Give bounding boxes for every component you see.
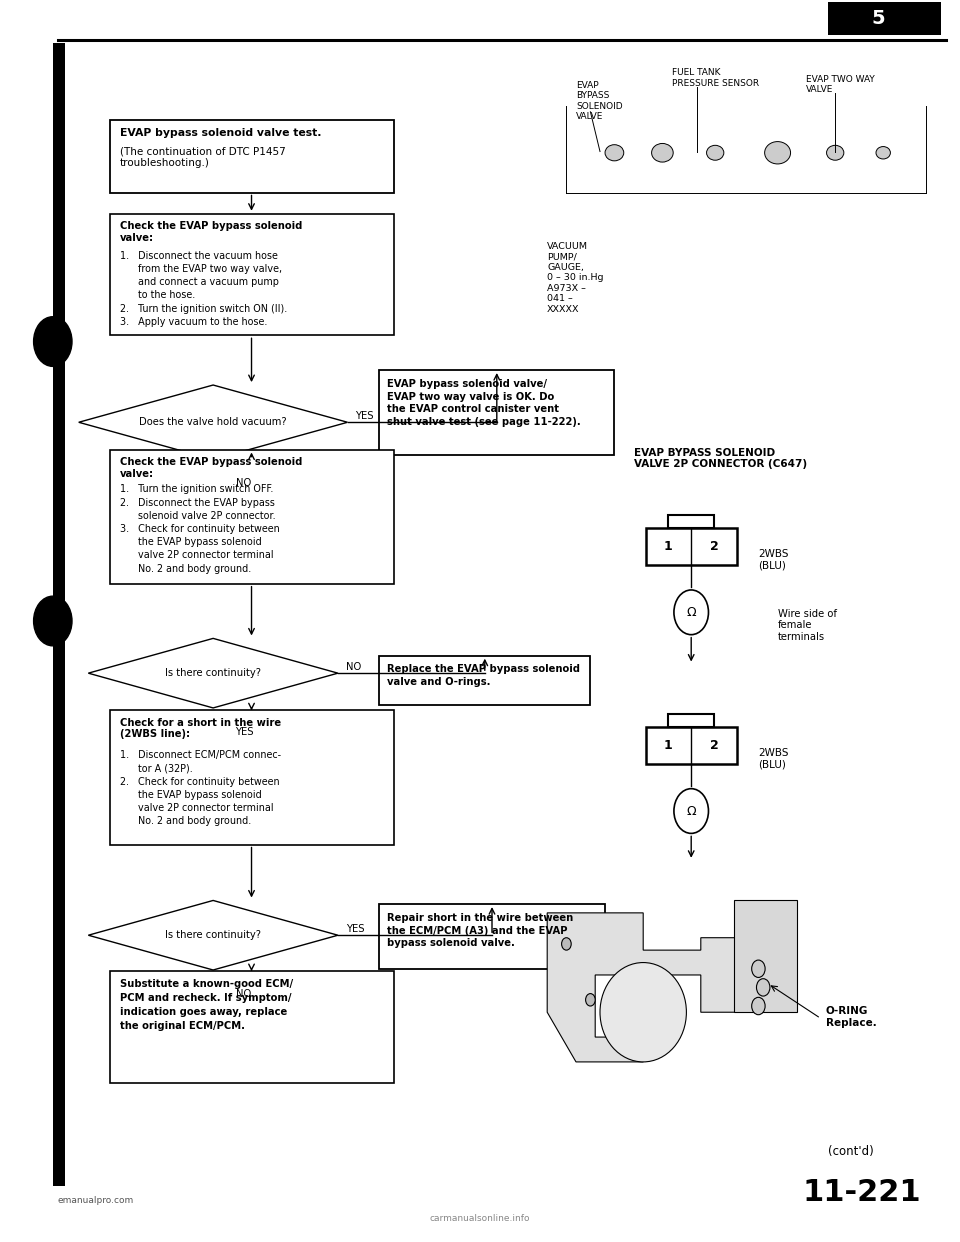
- Ellipse shape: [876, 147, 891, 159]
- Circle shape: [674, 590, 708, 635]
- Text: YES: YES: [346, 924, 364, 934]
- Text: Is there continuity?: Is there continuity?: [165, 930, 261, 940]
- Text: NO: NO: [346, 662, 361, 672]
- Circle shape: [752, 997, 765, 1015]
- Text: NO: NO: [236, 478, 252, 488]
- Text: NO: NO: [236, 989, 252, 999]
- Text: O-RING
Replace.: O-RING Replace.: [826, 1006, 876, 1027]
- FancyBboxPatch shape: [53, 43, 65, 1186]
- Text: 5: 5: [872, 9, 885, 29]
- Ellipse shape: [605, 144, 624, 161]
- FancyBboxPatch shape: [645, 727, 737, 764]
- Text: EVAP BYPASS SOLENOID
VALVE 2P CONNECTOR (C647): EVAP BYPASS SOLENOID VALVE 2P CONNECTOR …: [634, 448, 806, 469]
- FancyBboxPatch shape: [379, 904, 605, 969]
- Text: Replace the EVAP bypass solenoid
valve and O-rings.: Replace the EVAP bypass solenoid valve a…: [387, 664, 580, 687]
- Ellipse shape: [707, 145, 724, 160]
- Ellipse shape: [600, 963, 686, 1062]
- Text: VACUUM
PUMP/
GAUGE,
0 – 30 in.Hg
A973X –
041 –
XXXXX: VACUUM PUMP/ GAUGE, 0 – 30 in.Hg A973X –…: [547, 242, 604, 313]
- Text: Ω: Ω: [686, 606, 696, 619]
- Text: EVAP bypass solenoid valve test.: EVAP bypass solenoid valve test.: [120, 128, 322, 138]
- Text: 1: 1: [664, 739, 673, 751]
- Text: (cont'd): (cont'd): [828, 1145, 874, 1158]
- FancyBboxPatch shape: [110, 120, 394, 193]
- Polygon shape: [88, 638, 338, 708]
- Text: (The continuation of DTC P1457
troubleshooting.): (The continuation of DTC P1457 troublesh…: [120, 147, 286, 168]
- Circle shape: [752, 960, 765, 977]
- Text: YES: YES: [234, 727, 253, 737]
- Text: 2WBS
(BLU): 2WBS (BLU): [758, 748, 789, 769]
- Text: FUEL TANK
PRESSURE SENSOR: FUEL TANK PRESSURE SENSOR: [672, 68, 759, 88]
- FancyBboxPatch shape: [379, 370, 614, 455]
- Text: Check for a short in the wire
(2WBS line):: Check for a short in the wire (2WBS line…: [120, 718, 281, 739]
- Text: 2: 2: [709, 739, 718, 751]
- Circle shape: [34, 317, 72, 366]
- FancyBboxPatch shape: [668, 515, 714, 528]
- Text: 1.   Turn the ignition switch OFF.
2.   Disconnect the EVAP bypass
      solenoi: 1. Turn the ignition switch OFF. 2. Disc…: [120, 484, 279, 574]
- Polygon shape: [79, 385, 348, 460]
- Text: 1.   Disconnect the vacuum hose
      from the EVAP two way valve,
      and con: 1. Disconnect the vacuum hose from the E…: [120, 251, 287, 327]
- Text: Wire side of
female
terminals: Wire side of female terminals: [778, 609, 836, 642]
- FancyBboxPatch shape: [828, 2, 941, 35]
- Circle shape: [756, 979, 770, 996]
- Ellipse shape: [652, 144, 673, 163]
- FancyBboxPatch shape: [734, 900, 797, 1012]
- Text: YES: YES: [355, 411, 373, 421]
- Text: 2: 2: [709, 540, 718, 553]
- Text: Check the EVAP bypass solenoid
valve:: Check the EVAP bypass solenoid valve:: [120, 457, 302, 478]
- Ellipse shape: [827, 145, 844, 160]
- Text: Repair short in the wire between
the ECM/PCM (A3) and the EVAP
bypass solenoid v: Repair short in the wire between the ECM…: [387, 913, 573, 949]
- Text: 1: 1: [664, 540, 673, 553]
- FancyBboxPatch shape: [668, 714, 714, 727]
- Text: EVAP
BYPASS
SOLENOID
VALVE: EVAP BYPASS SOLENOID VALVE: [576, 81, 623, 120]
- Circle shape: [562, 938, 571, 950]
- Text: 1.   Disconnect ECM/PCM connec-
      tor A (32P).
2.   Check for continuity bet: 1. Disconnect ECM/PCM connec- tor A (32P…: [120, 750, 281, 826]
- FancyBboxPatch shape: [110, 710, 394, 845]
- FancyBboxPatch shape: [110, 214, 394, 335]
- FancyBboxPatch shape: [110, 450, 394, 584]
- FancyBboxPatch shape: [645, 528, 737, 565]
- Polygon shape: [88, 900, 338, 970]
- Text: Substitute a known-good ECM/
PCM and recheck. If symptom/
indication goes away, : Substitute a known-good ECM/ PCM and rec…: [120, 979, 293, 1031]
- Text: emanualpro.com: emanualpro.com: [58, 1196, 133, 1205]
- Text: Check the EVAP bypass solenoid
valve:: Check the EVAP bypass solenoid valve:: [120, 221, 302, 242]
- FancyBboxPatch shape: [379, 656, 590, 705]
- Text: 11-221: 11-221: [803, 1179, 922, 1207]
- Text: Does the valve hold vacuum?: Does the valve hold vacuum?: [139, 417, 287, 427]
- Circle shape: [34, 596, 72, 646]
- Text: EVAP TWO WAY
VALVE: EVAP TWO WAY VALVE: [806, 75, 876, 94]
- Circle shape: [674, 789, 708, 833]
- Text: carmanualsonline.info: carmanualsonline.info: [430, 1215, 530, 1223]
- Text: Ω: Ω: [686, 805, 696, 817]
- Text: 2WBS
(BLU): 2WBS (BLU): [758, 549, 789, 570]
- Text: EVAP bypass solenoid valve/
EVAP two way valve is OK. Do
the EVAP control canist: EVAP bypass solenoid valve/ EVAP two way…: [387, 379, 581, 427]
- Ellipse shape: [764, 142, 791, 164]
- Text: Is there continuity?: Is there continuity?: [165, 668, 261, 678]
- Circle shape: [586, 994, 595, 1006]
- FancyBboxPatch shape: [110, 971, 394, 1083]
- Polygon shape: [547, 913, 758, 1062]
